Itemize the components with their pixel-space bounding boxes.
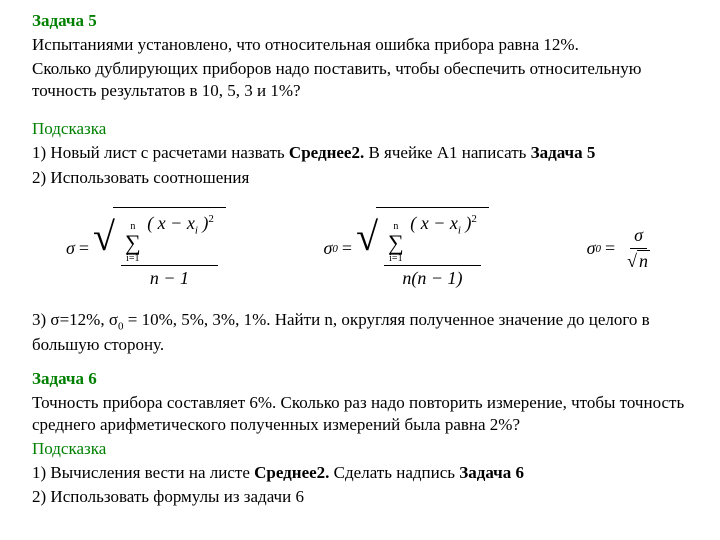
f1-exp: 2 — [208, 213, 214, 225]
f1-inner-close: ) — [198, 213, 209, 233]
f3-eq: = — [605, 237, 615, 260]
t6-hint1-b: Среднее2. — [254, 463, 329, 482]
task-5-title: Задача 5 — [32, 10, 688, 32]
document-page: Задача 5 Испытаниями установлено, что от… — [0, 0, 720, 524]
hint-1-text-d: Задача 5 — [531, 143, 596, 162]
f3-num: σ — [630, 223, 647, 249]
hint-2: 2) Использовать соотношения — [32, 167, 688, 189]
f1-lhs: σ — [66, 237, 75, 260]
task-6-hint-1: 1) Вычисления вести на листе Среднее2. С… — [32, 462, 688, 484]
f2-eq: = — [342, 237, 352, 260]
hint-3-a: 3) σ=12%, σ — [32, 310, 118, 329]
sum-bot: i=1 — [126, 254, 139, 264]
task-6-body: Точность прибора составляет 6%. Сколько … — [32, 392, 688, 436]
f2-inner: ( x − x — [410, 213, 458, 233]
f1-den: n − 1 — [146, 266, 193, 291]
task-5-hint: Подсказка 1) Новый лист с расчетами назв… — [32, 118, 688, 188]
formula-row: σ = n ∑ i=1 ( x − xi )2 n − 1 — [66, 207, 658, 291]
task-5-line-1: Испытаниями установлено, что относительн… — [32, 34, 688, 56]
sum-icon: n ∑ i=1 — [125, 222, 141, 264]
formula-sigma: σ = n ∑ i=1 ( x − xi )2 n − 1 — [66, 207, 226, 291]
f2-den: n(n − 1) — [398, 266, 466, 291]
f1-eq: = — [79, 237, 89, 260]
f2-lhs: σ — [324, 237, 333, 260]
hint-1-text-b: Среднее2. — [289, 143, 364, 162]
t6-hint1-c: Сделать надпись — [329, 463, 459, 482]
task-5: Задача 5 Испытаниями установлено, что от… — [32, 10, 688, 102]
hint-3: 3) σ=12%, σ0 = 10%, 5%, 3%, 1%. Найти n,… — [32, 309, 688, 356]
t6-hint1-d: Задача 6 — [459, 463, 524, 482]
sqrt-icon: n ∑ i=1 ( x − xi )2 n(n − 1) — [356, 207, 489, 291]
hint-1-text-c: В ячейке A1 написать — [364, 143, 530, 162]
f3-lhs-sub: 0 — [595, 242, 601, 256]
task-6: Задача 6 Точность прибора составляет 6%.… — [32, 368, 688, 509]
f3-lhs: σ — [587, 237, 596, 260]
f1-inner: ( x − x — [147, 213, 195, 233]
sqrt-icon: n ∑ i=1 ( x − xi )2 n − 1 — [93, 207, 226, 291]
f3-den: √n — [623, 249, 654, 274]
sqrt-small-icon: √ — [627, 251, 637, 271]
t6-hint1-a: 1) Вычисления вести на листе — [32, 463, 254, 482]
f2-exp: 2 — [471, 213, 477, 225]
sum-bot: i=1 — [389, 254, 402, 264]
hint-label: Подсказка — [32, 118, 688, 140]
task-6-hint-label: Подсказка — [32, 438, 688, 460]
f3-den-val: n — [637, 250, 650, 271]
formula-sigma0-short: σ0 = σ √n — [587, 223, 658, 275]
task-6-hint-2: 2) Использовать формулы из задачи 6 — [32, 486, 688, 508]
hint-3-b: = 10%, 5%, 3%, 1%. Найти n, округляя пол… — [32, 310, 650, 354]
f2-lhs-sub: 0 — [332, 242, 338, 256]
task-5-line-2: Сколько дублирующих приборов надо постав… — [32, 58, 688, 102]
f2-inner-close: ) — [461, 213, 472, 233]
task-6-title: Задача 6 — [32, 368, 688, 390]
hint-1: 1) Новый лист с расчетами назвать Средне… — [32, 142, 688, 164]
sum-icon: n ∑ i=1 — [388, 222, 404, 264]
hint-1-text-a: 1) Новый лист с расчетами назвать — [32, 143, 289, 162]
formula-sigma0: σ0 = n ∑ i=1 ( x − xi )2 n(n − 1) — [324, 207, 489, 291]
